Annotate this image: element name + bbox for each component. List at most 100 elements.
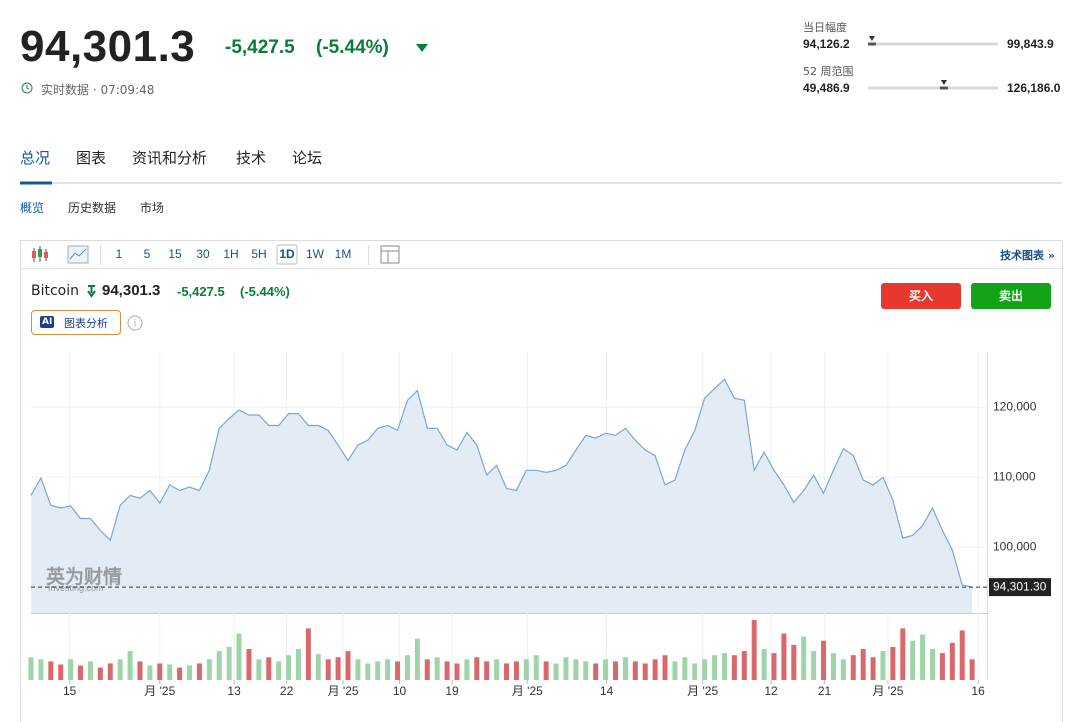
quote-price: 94,301.3: [102, 282, 161, 299]
volume-bar: [969, 659, 975, 680]
interval-button[interactable]: 1D: [279, 247, 295, 261]
volume-bar: [424, 659, 430, 680]
volume-bar: [444, 661, 450, 680]
subtab[interactable]: 概览: [20, 201, 45, 215]
tab[interactable]: 总况: [20, 149, 51, 167]
tech-chart-link[interactable]: 技术图表 »: [1000, 249, 1055, 262]
info-icon[interactable]: [127, 315, 143, 331]
volume-bar: [305, 628, 311, 680]
volume-bar: [365, 663, 371, 680]
volume-bar: [256, 659, 262, 680]
price: 94,301.3: [20, 22, 196, 71]
volume-bar: [890, 646, 896, 680]
volume-bar: [28, 657, 34, 680]
layout-icon[interactable]: [380, 245, 400, 264]
volume-bar: [573, 659, 579, 680]
tab[interactable]: 图表: [76, 149, 107, 167]
realtime: 实时数据 · 07:09:48: [41, 83, 155, 97]
interval-active-box: [276, 244, 298, 265]
tab[interactable]: 资讯和分析: [132, 149, 208, 167]
interval-button[interactable]: 15: [168, 247, 182, 261]
volume-bar: [127, 651, 133, 680]
volume-bar: [78, 665, 84, 680]
volume-bar: [721, 653, 727, 680]
volume-bar: [206, 659, 212, 680]
volume-bar: [603, 659, 609, 680]
volume-bar: [434, 657, 440, 680]
volume-bar: [454, 663, 460, 680]
volume-bar: [226, 646, 232, 680]
tab[interactable]: 论坛: [292, 149, 323, 167]
week52-high: 126,186.0: [1007, 81, 1061, 95]
volume-bar: [930, 649, 936, 680]
volume-bar: [58, 664, 64, 680]
volume-bar: [781, 633, 787, 680]
volume-bar: [840, 659, 846, 680]
subtab[interactable]: 市场: [140, 201, 165, 215]
subtab[interactable]: 历史数据: [68, 201, 117, 215]
range-marker: [940, 80, 947, 85]
x-tick-label: 15: [63, 684, 77, 698]
day-range-label: 当日幅度: [803, 21, 847, 34]
volume-bar: [315, 654, 321, 680]
interval-button[interactable]: 1M: [334, 247, 352, 261]
x-tick-label: 12: [764, 684, 778, 698]
volume-bar: [563, 657, 569, 680]
volume-bar: [830, 653, 836, 680]
volume-bar: [821, 640, 827, 680]
volume-bar: [939, 653, 945, 680]
volume-bar: [692, 663, 698, 680]
volume-bar: [860, 649, 866, 680]
x-tick-label: 月 '25: [512, 684, 543, 698]
volume-bar: [652, 659, 658, 680]
day-range-high: 99,843.9: [1007, 37, 1054, 51]
volume-bar: [87, 661, 93, 680]
volume-bar: [900, 628, 906, 680]
volume-bar: [533, 655, 539, 680]
last-value-label: 94,301.30: [993, 579, 1047, 593]
last-value-box: [989, 578, 1051, 597]
volume-bar: [761, 649, 767, 680]
volume-bar: [910, 640, 916, 680]
volume-bar: [583, 661, 589, 680]
volume-bar: [107, 663, 113, 680]
volume-bar: [147, 665, 153, 680]
volume-bar: [464, 659, 470, 680]
clock-hand: [26, 85, 30, 90]
interval-button[interactable]: 1: [115, 247, 123, 261]
sell-button[interactable]: 卖出: [971, 283, 1051, 309]
area-icon[interactable]: [67, 245, 89, 264]
interval-button[interactable]: 1H: [223, 247, 239, 261]
day-range-low: 94,126.2: [803, 37, 850, 51]
volume-bar: [682, 657, 688, 680]
volume-bar: [246, 649, 252, 680]
change-pct: (-5.44%): [316, 37, 389, 58]
volume-bar: [712, 655, 718, 680]
down-arrow: [87, 285, 96, 298]
interval-button[interactable]: 30: [196, 247, 210, 261]
volume-bar: [850, 655, 856, 680]
volume-bar: [523, 659, 529, 680]
interval-button[interactable]: 5H: [251, 247, 267, 261]
buy-button[interactable]: 买入: [881, 283, 961, 309]
widget-border: [20, 240, 1063, 722]
volume-bar: [593, 663, 599, 680]
volume-bar: [276, 661, 282, 680]
candle-icon[interactable]: [32, 246, 48, 262]
volume-bar: [117, 659, 123, 680]
tab[interactable]: 技术: [236, 149, 267, 167]
ai-button[interactable]: AI 图表分析: [31, 310, 121, 335]
watermark-en: Investing.com: [48, 583, 104, 593]
volume-bar: [345, 651, 351, 680]
interval-button[interactable]: 5: [143, 247, 151, 261]
x-tick-label: 22: [280, 684, 294, 698]
volume-bar: [791, 644, 797, 680]
clock-icon: [21, 82, 33, 94]
interval-button[interactable]: 1W: [306, 247, 324, 261]
ai-badge: AI: [40, 316, 55, 328]
x-tick-label: 13: [227, 684, 241, 698]
volume-bar: [622, 657, 628, 680]
range-fill: [939, 86, 948, 90]
